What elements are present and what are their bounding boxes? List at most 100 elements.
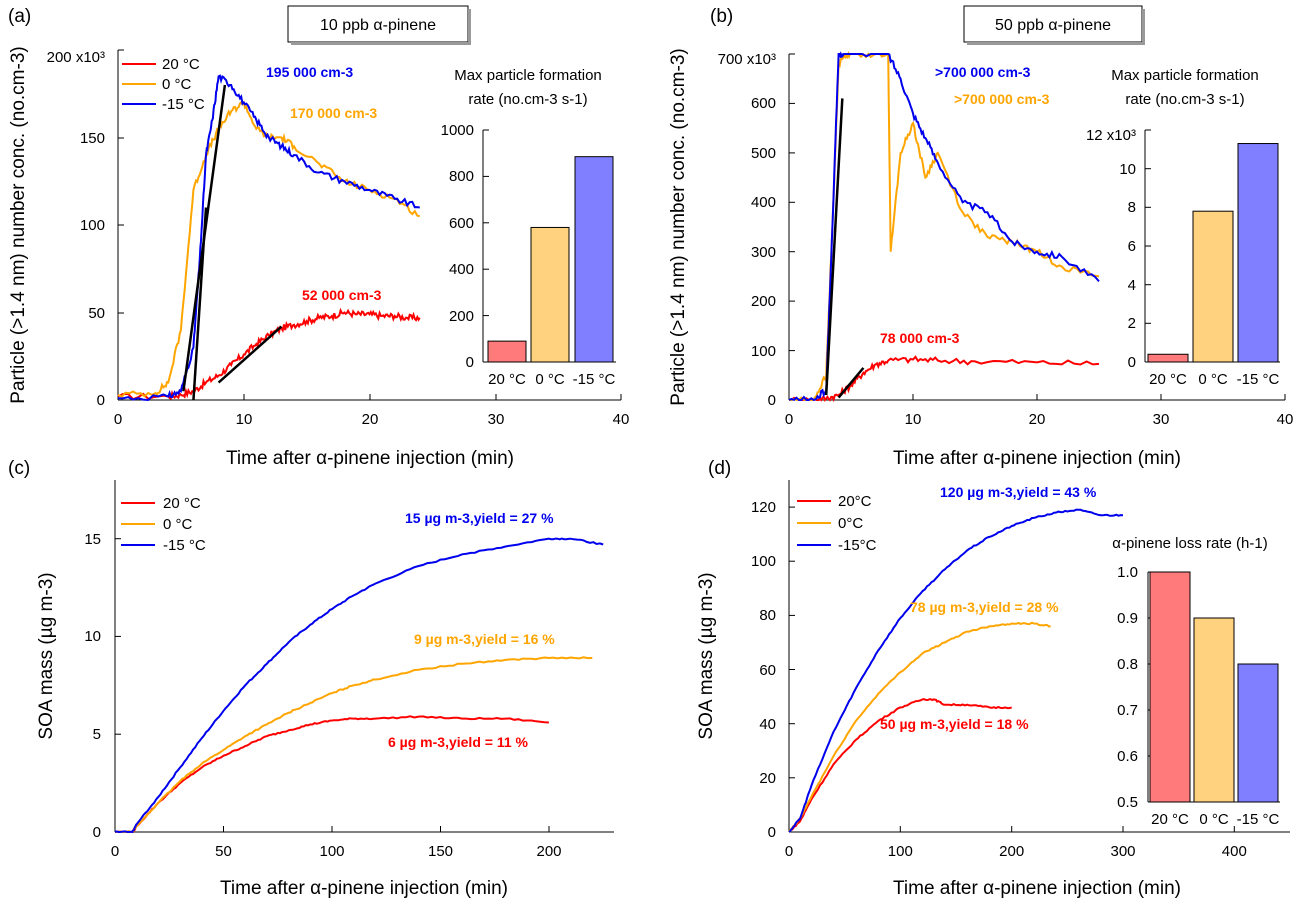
inset-y-ticks-d: 0.5 0.6 0.7 0.8 0.9 1.0 xyxy=(1117,564,1154,811)
inset-y-tick-label-d-2: 0.7 xyxy=(1117,702,1138,719)
inset-y-ticks-a: 0 200 400 600 800 1000 xyxy=(441,122,489,371)
title-b: 50 ppb α-pinene xyxy=(995,17,1111,34)
series-line-b-2 xyxy=(788,51,1100,402)
inset-x-label-b-1: 0 °C xyxy=(1198,371,1228,388)
legend-label-a-1: 0 °C xyxy=(162,76,192,93)
x-tick-label-b-1: 10 xyxy=(905,411,922,428)
y-axis-label-d: SOA mass (µg m-3) xyxy=(696,572,717,739)
x-tick-label-a-3: 30 xyxy=(488,411,505,428)
y-axis-label-a: Particle (>1.4 nm) number conc. (no.cm-3… xyxy=(8,46,29,403)
panel-letter-c: (c) xyxy=(8,458,30,479)
y-axis-label-b: Particle (>1.4 nm) number conc. (no.cm-3… xyxy=(668,48,689,405)
annotation-a-1: 170 000 cm-3 xyxy=(290,105,377,121)
annotation-c-2: 6 µg m-3,yield = 11 % xyxy=(388,734,529,750)
y-tick-label-b-2: 200 xyxy=(751,293,776,310)
annotation-d-1: 78 µg m-3,yield = 28 % xyxy=(910,599,1059,615)
x-tick-label-c-4: 200 xyxy=(536,843,561,860)
x-axis-label-d: Time after α-pinene injection (min) xyxy=(893,878,1181,899)
x-axis-label-a: Time after α-pinene injection (min) xyxy=(226,448,514,469)
x-tick-label-d-0: 0 xyxy=(785,843,793,860)
inset-a: Max particle formation rate (no.cm-3 s-1… xyxy=(441,67,616,388)
x-tick-label-d-4: 400 xyxy=(1222,843,1247,860)
panel-c: (c) 0 5 10 15 0 50 100 150 200 Time afte… xyxy=(8,458,614,899)
series-line-c-2 xyxy=(114,537,604,834)
fit-line-a-1 xyxy=(192,207,208,401)
y-tick-label-c-3: 15 xyxy=(84,531,101,548)
title-box-a xyxy=(287,5,469,43)
legend-label-d-0: 20°C xyxy=(838,493,872,510)
x-axis-label-c: Time after α-pinene injection (min) xyxy=(220,878,508,899)
inset-title-a-1: rate (no.cm-3 s-1) xyxy=(468,91,587,108)
y-tick-label-b-5: 500 xyxy=(751,145,776,162)
series-group-a xyxy=(117,74,421,402)
series-line-c-1 xyxy=(114,656,593,833)
inset-d: α-pinene loss rate (h-1) 0.5 0.6 0.7 0.8… xyxy=(1112,535,1280,828)
inset-x-label-d-0: 20 °C xyxy=(1151,811,1189,828)
inset-bar-a-0 xyxy=(487,340,527,363)
inset-x-label-a-2: -15 °C xyxy=(573,371,616,388)
annotation-a-0: 195 000 cm-3 xyxy=(266,64,353,80)
inset-y-tick-label-d-4: 0.9 xyxy=(1117,610,1138,627)
inset-y-tick-label-b-2: 4 xyxy=(1128,277,1136,294)
annotation-d-0: 120 µg m-3,yield = 43 % xyxy=(940,484,1097,500)
y-tick-label-a-4: 200 x10³ xyxy=(47,49,105,66)
series-line-a-2 xyxy=(117,74,420,402)
y-tick-label-a-0: 0 xyxy=(97,392,105,409)
inset-y-tick-label-b-5: 10 xyxy=(1119,161,1136,178)
fit-line-b-0 xyxy=(824,98,844,396)
legend-label-a-0: 20 °C xyxy=(162,56,200,73)
x-tick-label-b-0: 0 xyxy=(785,411,793,428)
title-box-shadow-a xyxy=(468,9,471,45)
title-box-shadow-b xyxy=(1142,9,1145,45)
inset-y-tick-label-d-1: 0.6 xyxy=(1117,748,1138,765)
inset-x-label-a-1: 0 °C xyxy=(535,371,565,388)
legend-a: 20 °C 0 °C -15 °C xyxy=(122,56,205,113)
y-axis-label-c: SOA mass (µg m-3) xyxy=(36,572,57,739)
inset-bar-b-2 xyxy=(1237,143,1279,363)
inset-y-tick-label-a-5: 1000 xyxy=(441,122,474,139)
annotation-c-0: 15 µg m-3,yield = 27 % xyxy=(405,510,554,526)
y-tick-label-d-5: 100 xyxy=(751,553,776,570)
inset-title-d: α-pinene loss rate (h-1) xyxy=(1112,535,1267,552)
inset-y-tick-label-a-4: 800 xyxy=(449,168,474,185)
legend-c: 20 °C 0 °C -15 °C xyxy=(121,495,206,554)
x-tick-label-d-3: 300 xyxy=(1110,843,1135,860)
inset-y-tick-label-b-6: 12 x10³ xyxy=(1086,127,1136,144)
series-line-d-0 xyxy=(788,698,1012,833)
y-tick-label-d-3: 60 xyxy=(759,662,776,679)
y-ticks-a: 0 50 100 150 200 x10³ xyxy=(47,49,124,409)
x-tick-label-b-3: 30 xyxy=(1153,411,1170,428)
y-tick-label-b-3: 300 xyxy=(751,244,776,261)
title-box-shadow-b2 xyxy=(967,42,1145,45)
inset-x-label-b-2: -15 °C xyxy=(1237,371,1280,388)
inset-title-a-0: Max particle formation xyxy=(454,67,602,84)
series-line-d-2 xyxy=(788,508,1124,833)
series-line-d-1 xyxy=(788,621,1051,833)
inset-y-tick-label-d-3: 0.8 xyxy=(1117,656,1138,673)
x-tick-label-a-0: 0 xyxy=(114,411,122,428)
annotation-b-2: 78 000 cm-3 xyxy=(880,330,960,346)
y-tick-label-d-2: 40 xyxy=(759,716,776,733)
series-line-a-0 xyxy=(117,307,421,401)
y-tick-label-d-6: 120 xyxy=(751,499,776,516)
y-ticks-c: 0 5 10 15 xyxy=(84,531,121,841)
inset-y-tick-label-b-0: 0 xyxy=(1128,354,1136,371)
x-tick-label-b-4: 40 xyxy=(1277,411,1294,428)
y-tick-label-c-2: 10 xyxy=(84,628,101,645)
inset-bar-b-1 xyxy=(1192,210,1234,363)
fit-line-a-2 xyxy=(217,325,283,384)
inset-x-label-d-1: 0 °C xyxy=(1199,811,1229,828)
series-line-a-1 xyxy=(117,100,421,398)
legend-label-c-1: 0 °C xyxy=(163,516,193,533)
panel-letter-a: (a) xyxy=(8,6,31,27)
legend-label-d-2: -15°C xyxy=(838,537,877,554)
annotation-d-2: 50 µg m-3,yield = 18 % xyxy=(880,716,1029,732)
x-ticks-d: 0 100 200 300 400 xyxy=(785,826,1247,860)
panel-a: (a) 10 ppb α-pinene 0 50 100 150 200 x10… xyxy=(8,5,629,469)
x-tick-label-a-1: 10 xyxy=(236,411,253,428)
y-tick-label-c-0: 0 xyxy=(93,824,101,841)
panel-d: (d) 0 20 40 60 80 100 120 0 100 xyxy=(696,458,1290,899)
inset-y-tick-label-b-3: 6 xyxy=(1128,238,1136,255)
